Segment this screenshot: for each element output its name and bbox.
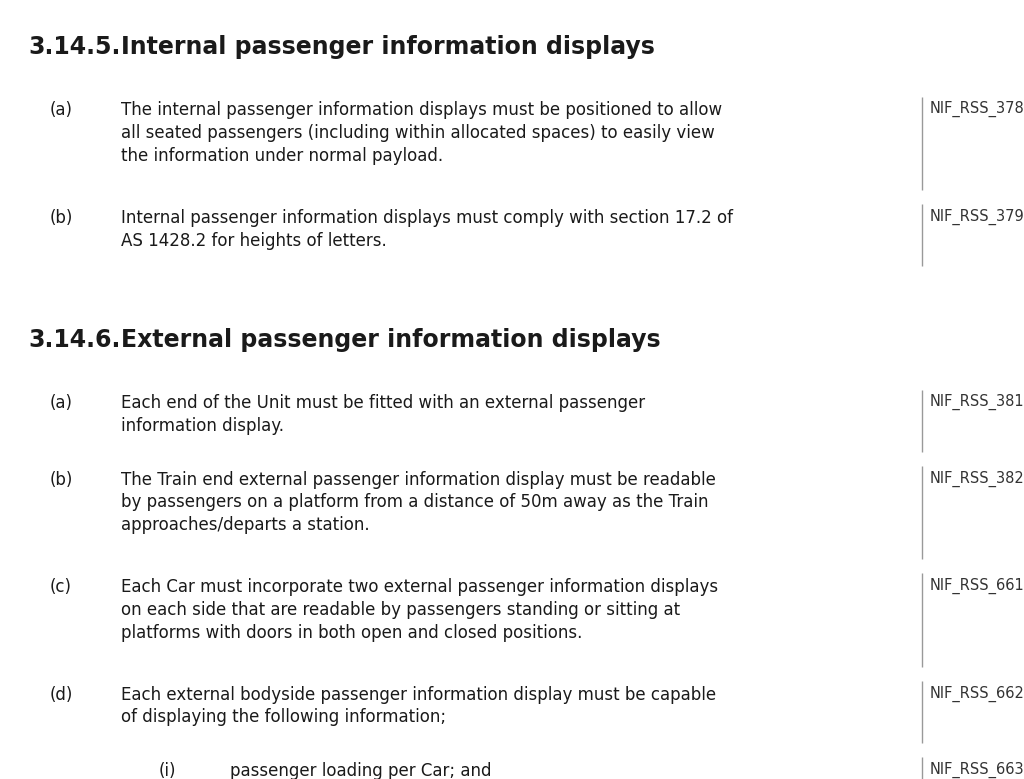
Text: The internal passenger information displays must be positioned to allow
all seat: The internal passenger information displ… — [121, 101, 722, 165]
Text: (b): (b) — [49, 471, 73, 488]
Text: Each external bodyside passenger information display must be capable
of displayi: Each external bodyside passenger informa… — [121, 686, 716, 727]
Text: NIF_RSS_661: NIF_RSS_661 — [930, 578, 1024, 594]
Text: NIF_RSS_379: NIF_RSS_379 — [930, 209, 1024, 225]
Text: passenger loading per Car; and: passenger loading per Car; and — [230, 762, 492, 779]
Text: Each end of the Unit must be fitted with an external passenger
information displ: Each end of the Unit must be fitted with… — [121, 394, 645, 435]
Text: NIF_RSS_382: NIF_RSS_382 — [930, 471, 1024, 487]
Text: NIF_RSS_378: NIF_RSS_378 — [930, 101, 1024, 118]
Text: NIF_RSS_662: NIF_RSS_662 — [930, 686, 1024, 702]
Text: NIF_RSS_381: NIF_RSS_381 — [930, 394, 1024, 411]
Text: External passenger information displays: External passenger information displays — [121, 328, 660, 352]
Text: (c): (c) — [49, 578, 71, 596]
Text: (d): (d) — [49, 686, 73, 703]
Text: Each Car must incorporate two external passenger information displays
on each si: Each Car must incorporate two external p… — [121, 578, 718, 642]
Text: Internal passenger information displays must comply with section 17.2 of
AS 1428: Internal passenger information displays … — [121, 209, 733, 250]
Text: (a): (a) — [49, 101, 72, 119]
Text: The Train end external passenger information display must be readable
by passeng: The Train end external passenger informa… — [121, 471, 716, 534]
Text: NIF_RSS_663: NIF_RSS_663 — [930, 762, 1024, 778]
Text: (i): (i) — [159, 762, 176, 779]
Text: 3.14.6.: 3.14.6. — [29, 328, 121, 352]
Text: (b): (b) — [49, 209, 73, 227]
Text: (a): (a) — [49, 394, 72, 412]
Text: 3.14.5.: 3.14.5. — [29, 35, 121, 59]
Text: Internal passenger information displays: Internal passenger information displays — [121, 35, 654, 59]
